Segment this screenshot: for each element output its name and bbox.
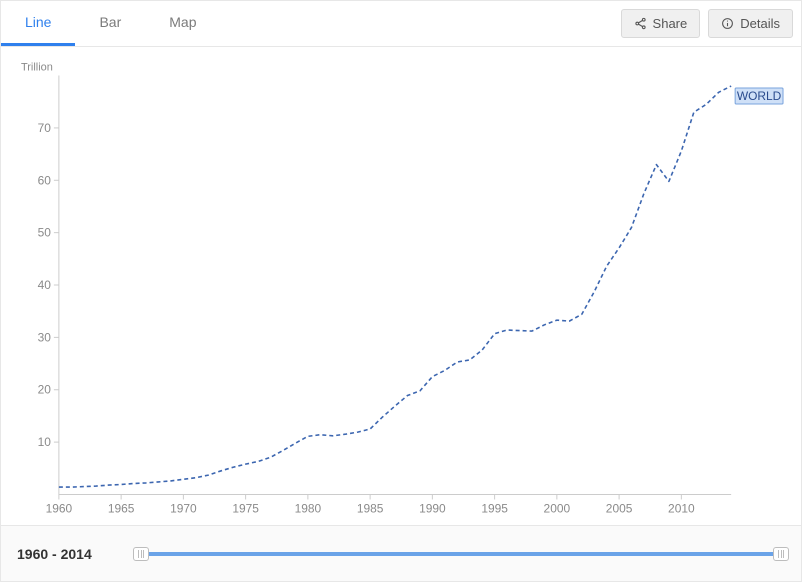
svg-text:70: 70 (38, 121, 52, 135)
slider-handle-start[interactable] (133, 547, 149, 561)
svg-text:1960: 1960 (46, 501, 73, 515)
svg-text:50: 50 (38, 226, 52, 240)
svg-text:1985: 1985 (357, 501, 384, 515)
time-slider[interactable] (137, 544, 785, 564)
range-sep: - (48, 546, 60, 562)
svg-text:1980: 1980 (295, 501, 322, 515)
tab-map[interactable]: Map (145, 1, 220, 46)
tab-line[interactable]: Line (1, 1, 75, 46)
slider-track (137, 552, 785, 556)
svg-text:1970: 1970 (170, 501, 197, 515)
svg-text:60: 60 (38, 173, 52, 187)
svg-text:2000: 2000 (544, 501, 571, 515)
range-start: 1960 (17, 546, 48, 562)
svg-text:1990: 1990 (419, 501, 446, 515)
share-label: Share (653, 16, 688, 31)
view-tabs: Line Bar Map (1, 1, 221, 46)
svg-text:1975: 1975 (232, 501, 259, 515)
info-icon (721, 17, 734, 30)
svg-text:Trillion: Trillion (21, 62, 53, 74)
tab-bar[interactable]: Bar (75, 1, 145, 46)
chart-panel: Line Bar Map Share Det (0, 0, 802, 582)
toolbar-actions: Share Details (621, 9, 793, 38)
details-label: Details (740, 16, 780, 31)
svg-text:1965: 1965 (108, 501, 135, 515)
share-button[interactable]: Share (621, 9, 701, 38)
svg-text:2005: 2005 (606, 501, 633, 515)
topbar: Line Bar Map Share Det (1, 1, 801, 47)
share-icon (634, 17, 647, 30)
details-button[interactable]: Details (708, 9, 793, 38)
slider-handle-end[interactable] (773, 547, 789, 561)
chart-area: Trillion 10 20 30 40 50 60 70 1960 1965 1970 1975 19… (1, 47, 801, 525)
svg-text:40: 40 (38, 278, 52, 292)
svg-text:WORLD: WORLD (737, 89, 782, 103)
range-end: 2014 (61, 546, 92, 562)
svg-text:30: 30 (38, 330, 52, 344)
svg-text:2010: 2010 (668, 501, 695, 515)
time-range-bar: 1960 - 2014 (1, 525, 801, 581)
time-range-label: 1960 - 2014 (17, 546, 117, 562)
svg-text:20: 20 (38, 383, 52, 397)
svg-text:10: 10 (38, 435, 52, 449)
svg-text:1995: 1995 (481, 501, 508, 515)
line-chart: Trillion 10 20 30 40 50 60 70 1960 1965 1970 1975 19… (13, 55, 789, 525)
